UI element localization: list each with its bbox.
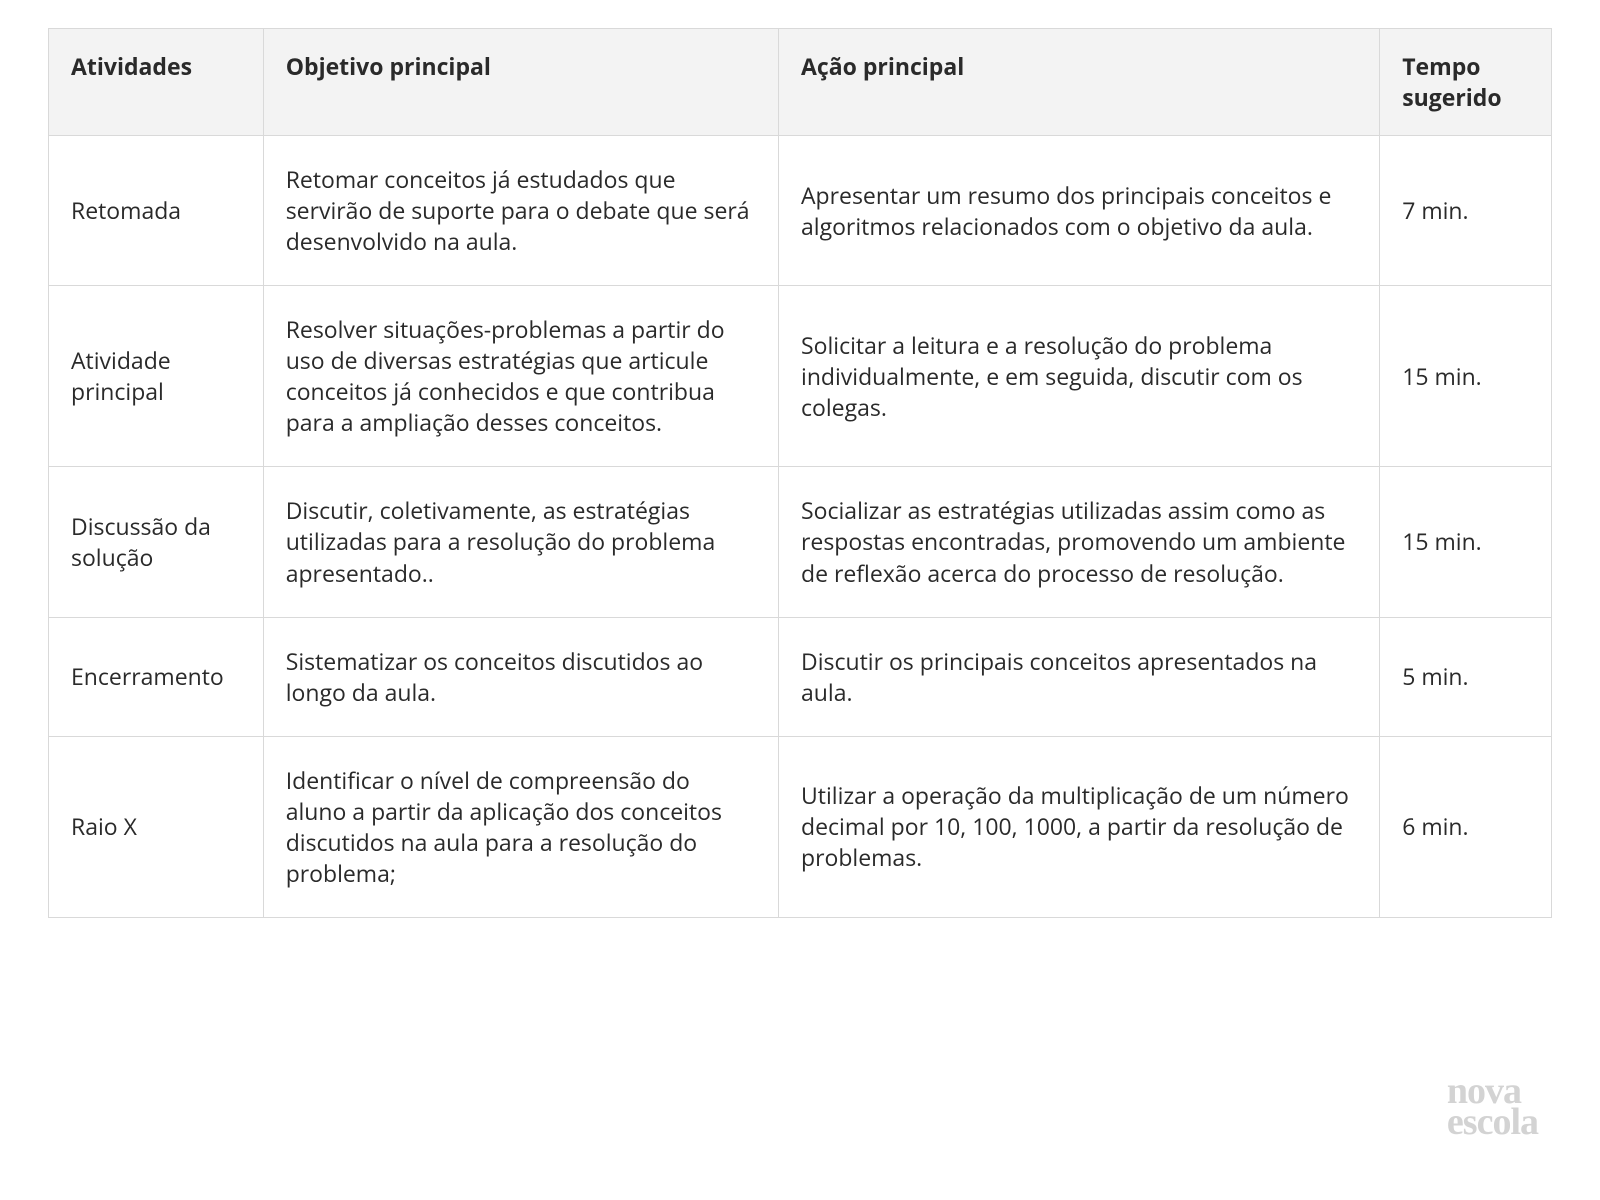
table-body: Retomada Retomar conceitos já estudados … [49, 136, 1552, 918]
brand-watermark: nova escola [1447, 1076, 1538, 1138]
cell-objetivo: Discutir, coletivamente, as estratégias … [263, 467, 778, 617]
col-header-tempo: Tempo sugerido [1380, 29, 1552, 136]
cell-atividades: Discussão da solução [49, 467, 264, 617]
cell-acao: Solicitar a leitura e a resolução do pro… [779, 286, 1380, 467]
cell-objetivo: Retomar conceitos já estudados que servi… [263, 136, 778, 286]
cell-tempo: 6 min. [1380, 736, 1552, 917]
page: Atividades Objetivo principal Ação princ… [0, 0, 1600, 1200]
table-row: Retomada Retomar conceitos já estudados … [49, 136, 1552, 286]
cell-objetivo: Sistematizar os conceitos discutidos ao … [263, 617, 778, 736]
cell-acao: Utilizar a operação da multiplicação de … [779, 736, 1380, 917]
cell-acao: Discutir os principais conceitos apresen… [779, 617, 1380, 736]
cell-atividades: Encerramento [49, 617, 264, 736]
table-header-row: Atividades Objetivo principal Ação princ… [49, 29, 1552, 136]
col-header-acao: Ação principal [779, 29, 1380, 136]
table-header: Atividades Objetivo principal Ação princ… [49, 29, 1552, 136]
cell-atividades: Atividade principal [49, 286, 264, 467]
cell-acao: Socializar as estratégias utilizadas ass… [779, 467, 1380, 617]
watermark-line2: escola [1447, 1107, 1538, 1138]
cell-objetivo: Identificar o nível de compreensão do al… [263, 736, 778, 917]
col-header-objetivo: Objetivo principal [263, 29, 778, 136]
table-row: Atividade principal Resolver situações-p… [49, 286, 1552, 467]
cell-acao: Apresentar um resumo dos principais conc… [779, 136, 1380, 286]
cell-tempo: 15 min. [1380, 467, 1552, 617]
table-row: Discussão da solução Discutir, coletivam… [49, 467, 1552, 617]
watermark-line1: nova [1447, 1070, 1521, 1112]
lesson-plan-table: Atividades Objetivo principal Ação princ… [48, 28, 1552, 918]
cell-objetivo: Resolver situações-problemas a partir do… [263, 286, 778, 467]
table-row: Encerramento Sistematizar os conceitos d… [49, 617, 1552, 736]
cell-atividades: Retomada [49, 136, 264, 286]
cell-tempo: 15 min. [1380, 286, 1552, 467]
cell-tempo: 7 min. [1380, 136, 1552, 286]
table-row: Raio X Identificar o nível de compreensã… [49, 736, 1552, 917]
cell-tempo: 5 min. [1380, 617, 1552, 736]
cell-atividades: Raio X [49, 736, 264, 917]
col-header-atividades: Atividades [49, 29, 264, 136]
